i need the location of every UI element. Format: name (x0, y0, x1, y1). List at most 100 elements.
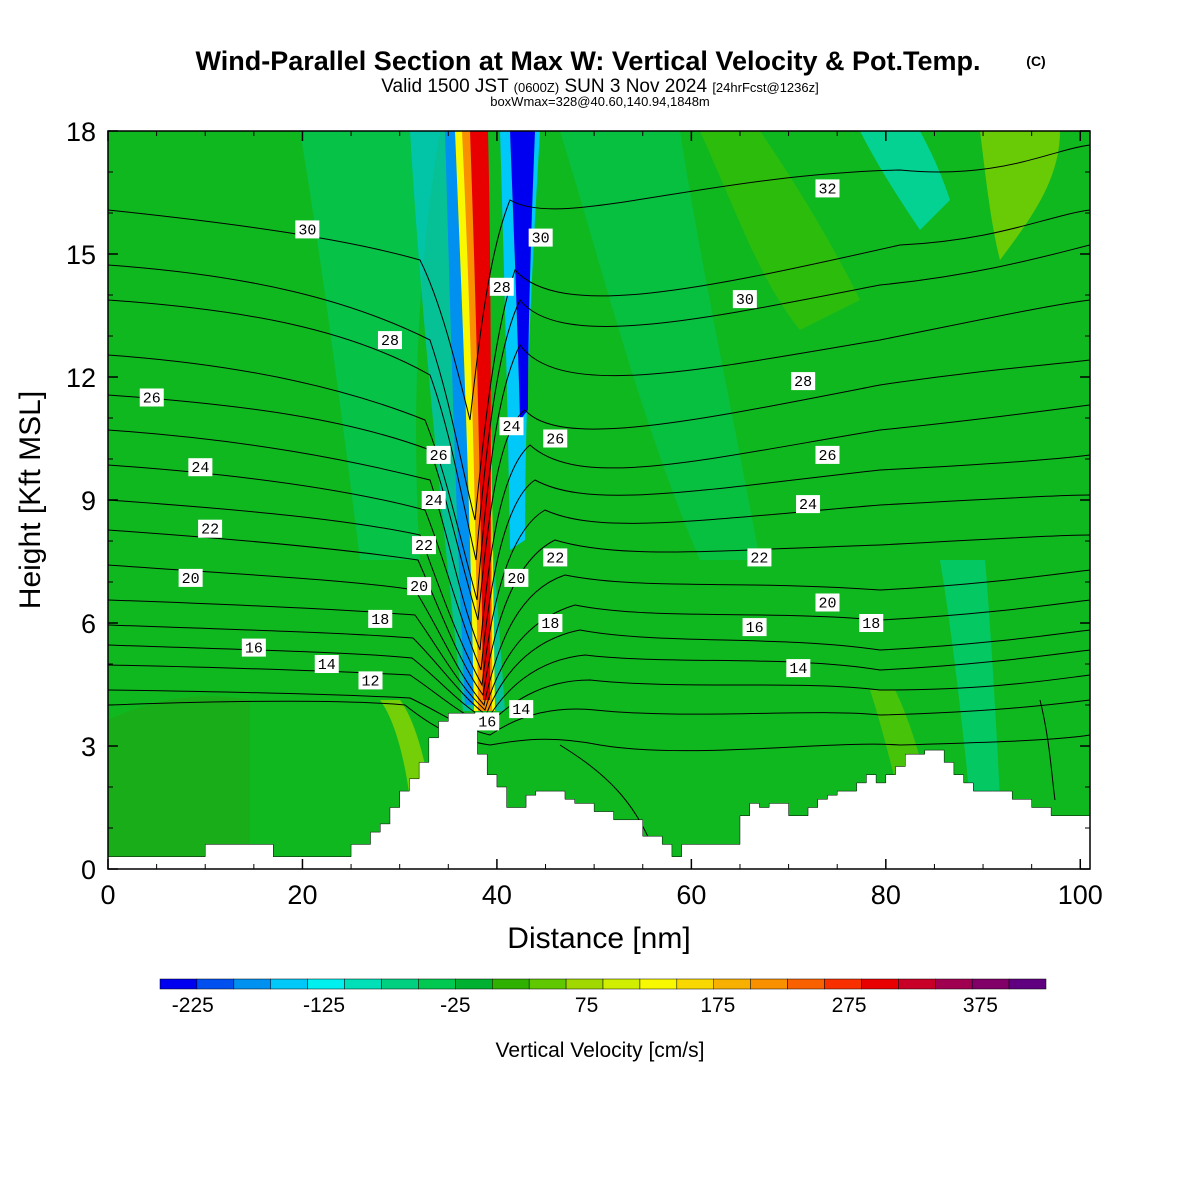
contour-label: 18 (368, 609, 393, 629)
colorbar-swatch (639, 978, 678, 990)
svg-text:16: 16 (746, 620, 764, 637)
axis-ticks: 0 20 40 60 80 100 0 3 6 9 12 15 18 (66, 117, 1103, 910)
x-tick-label: 0 (100, 880, 115, 910)
contour-label: 26 (815, 445, 840, 465)
svg-text:18: 18 (862, 616, 880, 633)
contour-label: 22 (198, 519, 223, 539)
y-axis-label: Height [Kft MSL] (14, 391, 47, 609)
contour-label: 24 (188, 458, 213, 477)
contour-label: 26 (543, 429, 568, 449)
x-axis-label: Distance [nm] (507, 922, 690, 955)
colorbar-swatch (971, 978, 1010, 990)
y-tick-label: 12 (66, 363, 96, 393)
y-tick-label: 18 (66, 117, 96, 147)
chart-title: Wind-Parallel Section at Max W: Vertical… (196, 46, 981, 76)
terrain-mask (108, 712, 1090, 869)
contour-label: 18 (859, 614, 884, 633)
field-patch (380, 700, 430, 800)
subtitle-zulu: (0600Z) (514, 80, 560, 95)
colorbar-swatch (344, 978, 382, 990)
field-patch (300, 131, 440, 560)
svg-text:26: 26 (143, 391, 161, 408)
colorbar-swatch (1008, 978, 1047, 990)
svg-text:26: 26 (818, 448, 836, 465)
subtitle-date: SUN 3 Nov 2024 (564, 76, 707, 97)
svg-text:14: 14 (789, 661, 807, 678)
contour-label: 14 (509, 700, 534, 719)
svg-text:20: 20 (182, 571, 200, 588)
contour-label: 28 (791, 372, 816, 391)
contour-label: 20 (178, 568, 203, 588)
contour-label: 12 (358, 671, 383, 690)
x-tick-label: 40 (482, 880, 512, 910)
downdraft-core (445, 131, 478, 705)
box-wmax-line: boxWmax=328@40.60,140.94,1848m (490, 94, 710, 109)
contour-label: 16 (241, 638, 266, 658)
svg-text:14: 14 (318, 657, 336, 674)
contour-label: 24 (796, 495, 821, 514)
colorbar-swatch (159, 978, 198, 990)
colorbar-swatch (824, 978, 862, 990)
contour-label: 28 (377, 331, 402, 350)
colorbar-swatch (861, 978, 899, 990)
plot-area: 30 32 30 28 30 28 26 28 24 26 26 24 26 24 24 22 22 22 22 20… (108, 131, 1090, 869)
svg-text:28: 28 (381, 333, 399, 350)
colorbar-tick-label: -225 (172, 994, 214, 1017)
colorbar: -225 -125 -25 75 175 275 375 (159, 978, 1047, 1017)
svg-text:30: 30 (298, 222, 316, 239)
svg-text:18: 18 (371, 612, 389, 629)
colorbar-swatch (418, 978, 456, 990)
field-patch (940, 560, 1000, 800)
y-tick-label: 15 (66, 240, 96, 270)
colorbar-swatch (935, 978, 973, 990)
colorbar-swatch (602, 978, 641, 990)
colorbar-swatch (233, 978, 271, 990)
chart-subtitle: Valid 1500 JST (0600Z) SUN 3 Nov 2024 [2… (381, 76, 818, 97)
svg-text:22: 22 (201, 522, 219, 539)
updraft-couplet (410, 131, 540, 711)
contour-label: 22 (543, 548, 568, 567)
svg-text:16: 16 (245, 641, 263, 658)
colorbar-swatch (713, 978, 751, 990)
contour-label: 24 (421, 491, 446, 510)
contour-label: 20 (815, 593, 840, 613)
y-tick-label: 0 (81, 855, 96, 885)
contour-labels: 30 32 30 28 30 28 26 28 24 26 26 24 26 24 24 22 22 22 22 20… (139, 179, 884, 731)
contour-label: 32 (815, 179, 840, 198)
colorbar-tick-label: -125 (303, 994, 345, 1017)
x-tick-label: 80 (871, 880, 901, 910)
contour-label: 30 (528, 228, 553, 248)
svg-text:26: 26 (430, 448, 448, 465)
svg-text:20: 20 (410, 579, 428, 596)
contour-label: 22 (747, 548, 772, 567)
contour-label: 28 (489, 277, 514, 297)
contour-label: 20 (504, 568, 529, 588)
x-tick-label: 60 (676, 880, 706, 910)
y-tick-label: 3 (81, 732, 96, 762)
svg-text:32: 32 (818, 181, 836, 198)
svg-text:30: 30 (736, 292, 754, 309)
isentropes (108, 144, 1090, 869)
contour-label: 24 (499, 417, 524, 436)
contour-label: 30 (295, 220, 320, 239)
field-patch (108, 696, 250, 869)
x-tick-label: 100 (1058, 880, 1103, 910)
colorbar-tick-label: 75 (575, 994, 598, 1017)
field-patch (560, 131, 760, 560)
colorbar-tick-label: 375 (963, 994, 998, 1017)
contour-label: 16 (742, 618, 767, 637)
contour-label: 26 (139, 388, 164, 408)
colorbar-swatch (307, 978, 345, 990)
colorbar-tick-label: 275 (832, 994, 867, 1017)
colorbar-tick-label: 175 (700, 994, 735, 1017)
colorbar-swatch (381, 978, 419, 990)
colorbar-swatch (750, 978, 788, 990)
svg-text:24: 24 (191, 460, 209, 477)
colorbar-swatch (565, 978, 604, 990)
svg-text:20: 20 (507, 571, 525, 588)
subtitle-valid: Valid 1500 JST (381, 76, 509, 97)
contour-label: 30 (732, 290, 757, 309)
contour-label: 16 (475, 712, 500, 731)
colorbar-swatch (676, 978, 714, 990)
svg-text:22: 22 (546, 550, 564, 567)
